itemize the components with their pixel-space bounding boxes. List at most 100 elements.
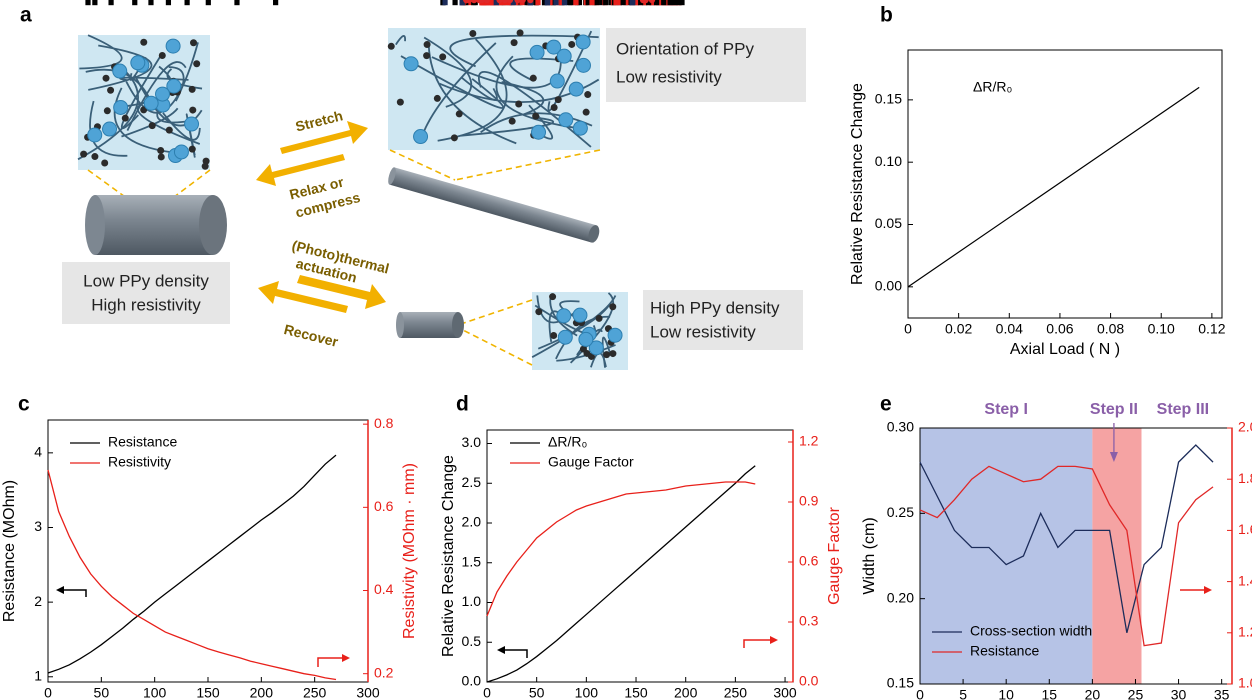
x-tick-label: 0 xyxy=(483,685,491,700)
network-dot xyxy=(532,112,540,120)
panel-label: b xyxy=(880,4,893,27)
network-dot xyxy=(140,38,148,46)
y2-tick-label: 2.0 xyxy=(1238,419,1252,435)
data-point xyxy=(585,0,591,6)
y2-axis-label: Gauge Factor xyxy=(826,506,843,605)
data-point xyxy=(594,0,600,6)
data-point xyxy=(638,0,644,6)
network-fiber xyxy=(460,117,555,137)
legend-label: Resistivity xyxy=(108,454,171,470)
y-tick-label: 0.20 xyxy=(887,589,914,605)
data-point xyxy=(667,0,673,6)
network-dot xyxy=(121,114,129,122)
data-point xyxy=(527,0,534,4)
network-dot xyxy=(582,108,590,116)
annotation: Step III xyxy=(1157,401,1209,418)
x-tick-label: 35 xyxy=(1214,687,1230,700)
x-tick-label: 15 xyxy=(1041,687,1057,700)
legend-label: Resistance xyxy=(970,643,1039,659)
data-point xyxy=(633,0,639,6)
y-tick-label: 2.0 xyxy=(462,514,482,530)
x-tick-label: 0 xyxy=(916,687,924,700)
network-node xyxy=(173,144,189,160)
x-tick-label: 50 xyxy=(94,685,110,700)
data-point xyxy=(470,0,478,4)
plot-frame xyxy=(907,49,1223,319)
network-dot xyxy=(515,100,523,108)
y2-tick-label: 0.4 xyxy=(374,581,394,597)
network-fiber xyxy=(427,44,517,145)
network-node xyxy=(557,329,573,345)
x-tick-label: 100 xyxy=(143,685,167,700)
zoom-lines xyxy=(87,149,601,366)
legend-label: ΔR/R₀ xyxy=(548,434,587,450)
legend-label: ΔR/R₀ xyxy=(973,79,1012,95)
network-dot xyxy=(201,162,209,170)
network-fiber xyxy=(400,55,504,109)
network-node xyxy=(529,44,545,60)
network-node xyxy=(113,99,129,115)
data-point xyxy=(679,0,685,6)
network-node xyxy=(87,127,103,143)
network-dot xyxy=(107,86,115,94)
network-dot xyxy=(101,159,109,167)
x-tick-label: 0 xyxy=(44,685,52,700)
data-point xyxy=(653,0,660,6)
box-text: Low resistivity xyxy=(650,322,756,341)
y-tick-label: 0.10 xyxy=(875,153,902,169)
network-dot xyxy=(148,122,156,130)
network-dot xyxy=(568,40,576,48)
network-fiber xyxy=(79,34,123,70)
panel-label: a xyxy=(20,4,32,27)
network-dot xyxy=(188,85,196,93)
network-fiber xyxy=(501,81,545,116)
y-tick-label: 1 xyxy=(34,667,42,683)
y2-tick-label: 1.4 xyxy=(1238,572,1252,588)
data-point xyxy=(568,0,574,6)
text-box xyxy=(606,28,806,102)
network-dot xyxy=(91,153,99,161)
network-node xyxy=(556,48,572,64)
data-point xyxy=(184,0,190,6)
network-dot xyxy=(550,331,558,339)
legend-label: Cross-section width xyxy=(970,623,1092,639)
data-line xyxy=(486,481,756,617)
y2-tick-label: 1.0 xyxy=(1238,675,1252,691)
network-fiber xyxy=(461,76,498,101)
arrow-label: Recover xyxy=(282,321,340,350)
y2-tick-label: 0.3 xyxy=(799,613,819,629)
network-node xyxy=(102,121,118,137)
network-dot xyxy=(549,293,557,301)
panel-label: c xyxy=(18,393,30,416)
data-line xyxy=(919,465,1214,647)
panel-label: d xyxy=(456,393,469,416)
network-fiber xyxy=(168,66,185,102)
data-point xyxy=(132,0,138,6)
y-axis-label: Relative Resistance Change xyxy=(440,455,457,657)
data-point xyxy=(496,0,503,4)
network-node xyxy=(575,57,591,73)
network-node xyxy=(166,78,182,94)
network-dot xyxy=(158,51,166,59)
y-tick-label: 0.0 xyxy=(462,673,482,689)
network-dot xyxy=(423,41,431,49)
y-axis-label: Resistance (MOhm) xyxy=(1,480,18,622)
network-node xyxy=(549,73,565,89)
data-point xyxy=(452,0,458,6)
network-dot xyxy=(157,153,165,161)
panel-label: e xyxy=(880,393,892,416)
y-tick-label: 1.5 xyxy=(462,553,482,569)
network-fiber xyxy=(185,113,196,158)
legend-marker xyxy=(648,0,656,4)
network-dot xyxy=(433,94,441,102)
network-fiber xyxy=(88,44,153,91)
y-tick-label: 4 xyxy=(34,444,42,460)
network-fiber xyxy=(113,87,183,155)
x-tick-label: 0.04 xyxy=(996,321,1023,337)
data-point xyxy=(519,0,526,4)
data-point xyxy=(672,0,678,6)
network-fiber xyxy=(555,315,611,360)
box-text: Low PPy density xyxy=(83,271,209,290)
network-dot xyxy=(450,134,458,142)
network-fiber xyxy=(601,336,612,368)
